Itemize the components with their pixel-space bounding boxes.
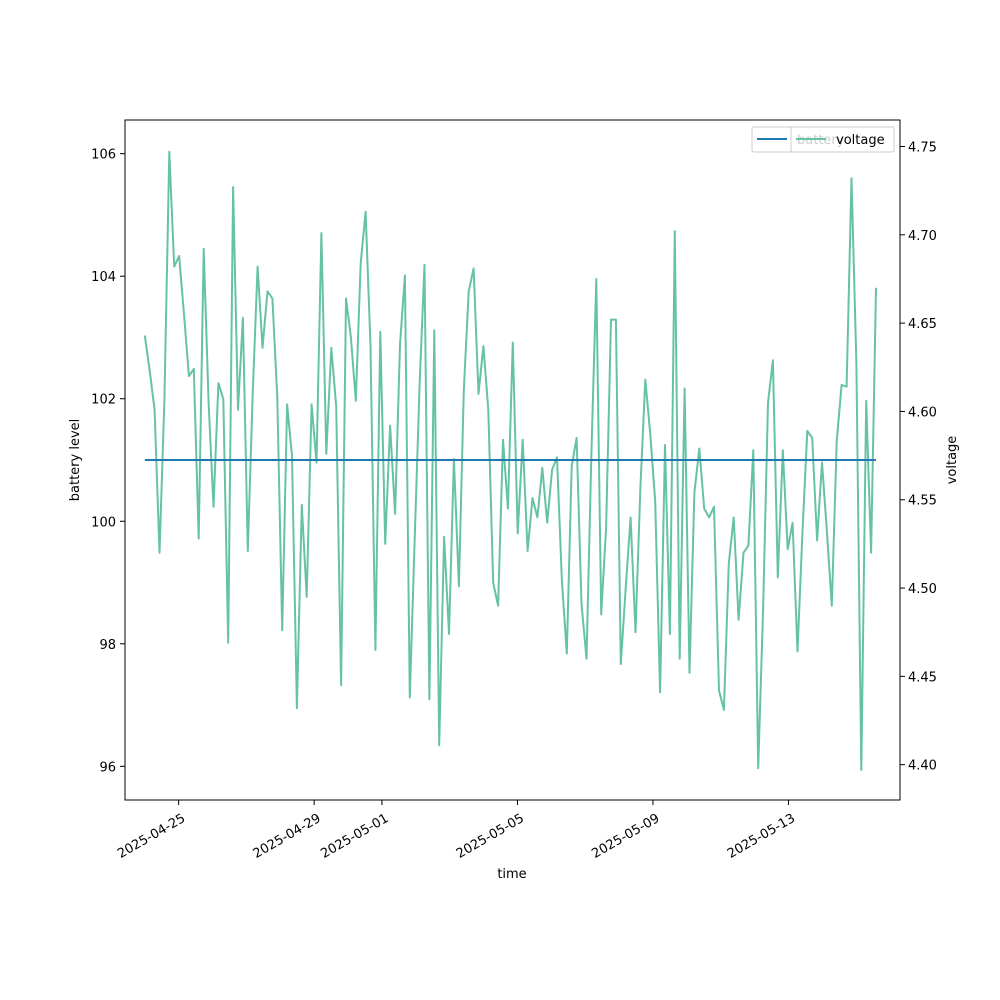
y2-tick-label: 4.60 [908, 405, 937, 420]
y-tick-label: 98 [99, 638, 116, 653]
y2-tick-label: 4.65 [908, 317, 937, 332]
y-tick-label: 100 [91, 515, 116, 530]
series-layer [143, 150, 877, 771]
legend-voltage-frame [790, 126, 895, 153]
y2-tick-label: 4.75 [908, 140, 937, 155]
y-axis-ticks: 96 98 100 102 104 106 [91, 148, 125, 775]
y2-tick-label: 4.45 [908, 670, 937, 685]
y2-tick-label: 4.40 [908, 759, 937, 774]
y2-tick-label: 4.70 [908, 229, 937, 244]
y-axis-label: battery level [68, 419, 83, 502]
y-tick-label: 104 [91, 270, 116, 285]
y2-axis-label: voltage [945, 436, 960, 485]
plot-frame [124, 119, 901, 801]
y2-axis-ticks: 4.40 4.45 4.50 4.55 4.60 4.65 4.70 4.75 [900, 140, 937, 774]
legend-voltage-label: voltage [836, 133, 885, 148]
y-tick-label: 106 [91, 148, 116, 163]
y2-tick-label: 4.50 [908, 582, 937, 597]
x-axis-label: time [497, 867, 526, 882]
y-tick-label: 96 [99, 760, 116, 775]
series-voltage-line [143, 150, 877, 771]
y-tick-label: 102 [91, 393, 116, 408]
legend-voltage: voltage [790, 126, 895, 153]
y2-tick-label: 4.55 [908, 494, 937, 509]
